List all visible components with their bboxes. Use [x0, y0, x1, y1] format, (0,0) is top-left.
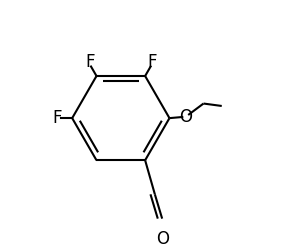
Text: F: F	[85, 53, 94, 71]
Text: O: O	[179, 108, 192, 126]
Text: F: F	[52, 109, 62, 127]
Text: F: F	[147, 53, 157, 71]
Text: O: O	[156, 230, 169, 247]
